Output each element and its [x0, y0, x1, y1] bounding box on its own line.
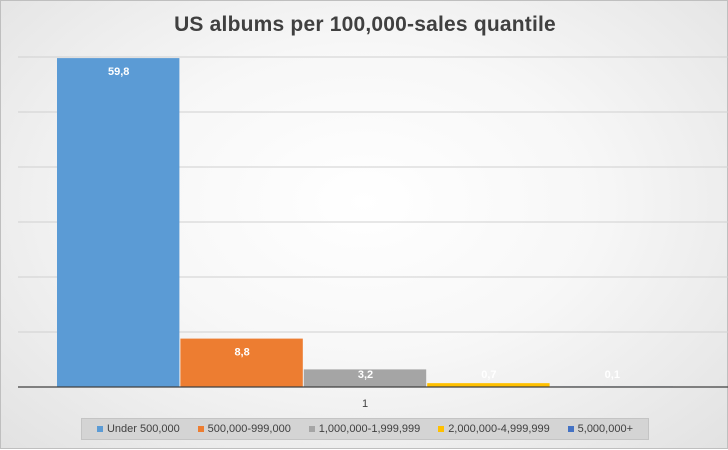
legend-item: 2,000,000-4,999,999 — [438, 423, 550, 435]
legend-label: 2,000,000-4,999,999 — [448, 423, 550, 435]
chart-title: US albums per 100,000-sales quantile — [174, 13, 556, 36]
bar — [303, 369, 427, 387]
bar — [427, 383, 550, 387]
data-label: 0,1 — [605, 369, 620, 381]
legend-item: 5,000,000+ — [567, 423, 634, 435]
legend-label: 5,000,000+ — [577, 423, 634, 435]
data-label: 0,7 — [481, 369, 496, 381]
chart-legend: Under 500,000 500,000-999,000 1,000,000-1,… — [81, 418, 649, 440]
data-label: 3,2 — [358, 369, 373, 381]
legend-label: 1,000,000-1,999,999 — [318, 423, 421, 435]
legend-swatch — [197, 426, 204, 432]
legend-label: Under 500,000 — [106, 423, 180, 435]
legend-item: Under 500,000 — [96, 423, 180, 435]
data-label: 8,8 — [234, 347, 249, 359]
legend-swatch — [308, 426, 315, 432]
legend-item: 1,000,000-1,999,999 — [308, 423, 421, 435]
legend-item: 500,000-999,000 — [197, 423, 291, 435]
data-label: 59,8 — [108, 66, 129, 78]
legend-swatch — [567, 426, 574, 432]
legend-swatch — [96, 426, 103, 432]
x-tick-label: 1 — [362, 398, 368, 410]
legend-label: 500,000-999,000 — [207, 423, 291, 435]
bar — [57, 58, 180, 387]
legend-swatch — [438, 426, 445, 432]
bar — [180, 338, 303, 387]
